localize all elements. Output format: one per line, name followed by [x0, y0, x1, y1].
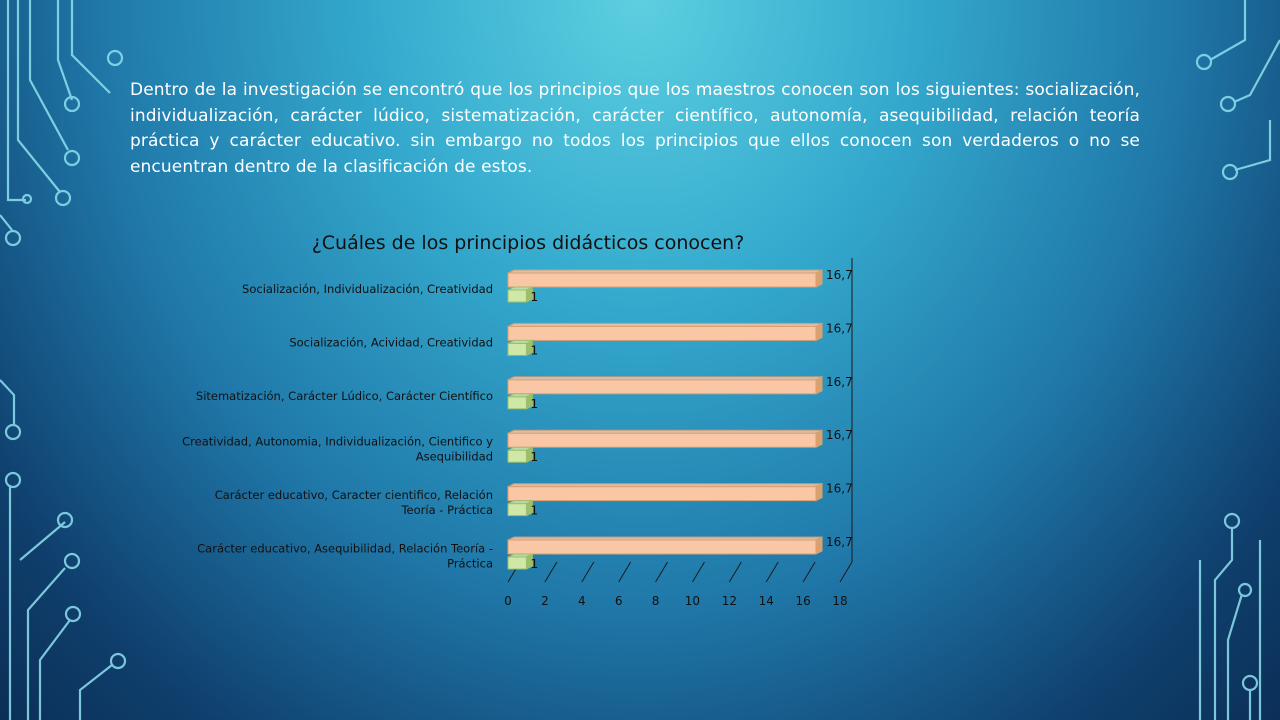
x-tick-label-0: 0 — [504, 594, 512, 608]
bar-s2-3 — [507, 449, 527, 463]
data-label-s2-0: 1 — [530, 290, 538, 304]
x-tick-label-3: 6 — [615, 594, 623, 608]
bar-side-s1-4 — [815, 482, 823, 502]
x-tick-label-2: 4 — [578, 594, 586, 608]
category-label-5: Carácter educativo, Asequibilidad, Relac… — [197, 542, 493, 571]
bar-s1-3 — [507, 432, 817, 448]
bar-s2-0 — [507, 289, 527, 303]
x-gridline-8 — [802, 561, 816, 583]
category-label-1: Socialización, Acividad, Creatividad — [289, 335, 493, 349]
slide-paragraph: Dentro de la investigación se encontró q… — [130, 80, 1140, 177]
x-gridline-3 — [618, 561, 632, 583]
data-label-s1-2: 16,7 — [826, 375, 853, 389]
x-gridline-9 — [839, 561, 853, 583]
category-label-3: Creatividad, Autonomia, Individualizació… — [182, 435, 493, 464]
x-tick-label-1: 2 — [541, 594, 549, 608]
bar-side-s1-3 — [815, 429, 823, 449]
bar-side-s1-0 — [815, 269, 823, 288]
bar-side-s2-3 — [525, 446, 533, 464]
x-gridline-1 — [544, 561, 558, 583]
bar-s2-2 — [507, 396, 527, 410]
category-label-0: Socialización, Individualización, Creati… — [242, 282, 493, 296]
x-tick-label-5: 10 — [685, 594, 700, 608]
data-label-s1-1: 16,7 — [826, 321, 853, 335]
bar-side-s1-1 — [815, 322, 823, 342]
x-tick-label-8: 16 — [795, 594, 810, 608]
data-label-s1-3: 16,7 — [826, 428, 853, 442]
x-tick-label-4: 8 — [652, 594, 660, 608]
bar-side-s1-2 — [815, 375, 823, 395]
bar-s1-1 — [507, 325, 817, 341]
data-label-s2-3: 1 — [530, 450, 538, 464]
category-label-2: Sitematización, Carácter Lúdico, Carácte… — [196, 389, 493, 403]
x-gridline-2 — [581, 561, 595, 583]
bar-side-s2-1 — [525, 339, 533, 357]
bar-s2-4 — [507, 503, 527, 517]
data-label-s1-5: 16,7 — [826, 535, 853, 549]
chart-title: ¿Cuáles de los principios didácticos con… — [312, 232, 745, 254]
bar-s1-0 — [507, 272, 817, 288]
data-label-s2-4: 1 — [530, 504, 538, 518]
bar-top-s1-0 — [507, 269, 823, 274]
bar-top-s1-2 — [507, 376, 823, 381]
x-tick-label-6: 12 — [722, 594, 737, 608]
x-tick-label-9: 18 — [832, 594, 847, 608]
x-gridline-6 — [728, 561, 742, 583]
bar-s2-1 — [507, 342, 527, 356]
x-gridline-4 — [655, 561, 668, 583]
bar-side-s2-5 — [525, 553, 533, 570]
bar-side-s2-0 — [525, 286, 533, 303]
bar-top-s1-4 — [507, 483, 823, 488]
bar-s1-5 — [507, 539, 817, 555]
bar-side-s2-4 — [525, 499, 533, 517]
bar-top-s1-3 — [507, 429, 823, 434]
bar-s1-2 — [507, 379, 817, 395]
bar-s2-5 — [507, 556, 527, 570]
x-gridline-7 — [765, 561, 779, 583]
data-label-s2-1: 1 — [530, 343, 538, 357]
category-label-4: Carácter educativo, Caracter cientifico,… — [215, 488, 493, 517]
x-gridline-5 — [692, 561, 705, 583]
bar-s1-4 — [507, 486, 817, 502]
data-label-s1-0: 16,7 — [826, 268, 853, 282]
data-label-s2-2: 1 — [530, 397, 538, 411]
bar-side-s2-2 — [525, 392, 533, 410]
bar-top-s1-5 — [507, 536, 823, 541]
data-label-s1-4: 16,7 — [826, 482, 853, 496]
bar-side-s1-5 — [815, 536, 823, 555]
bar-top-s1-1 — [507, 322, 823, 327]
data-label-s2-5: 1 — [530, 557, 538, 571]
x-tick-label-7: 14 — [759, 594, 774, 608]
